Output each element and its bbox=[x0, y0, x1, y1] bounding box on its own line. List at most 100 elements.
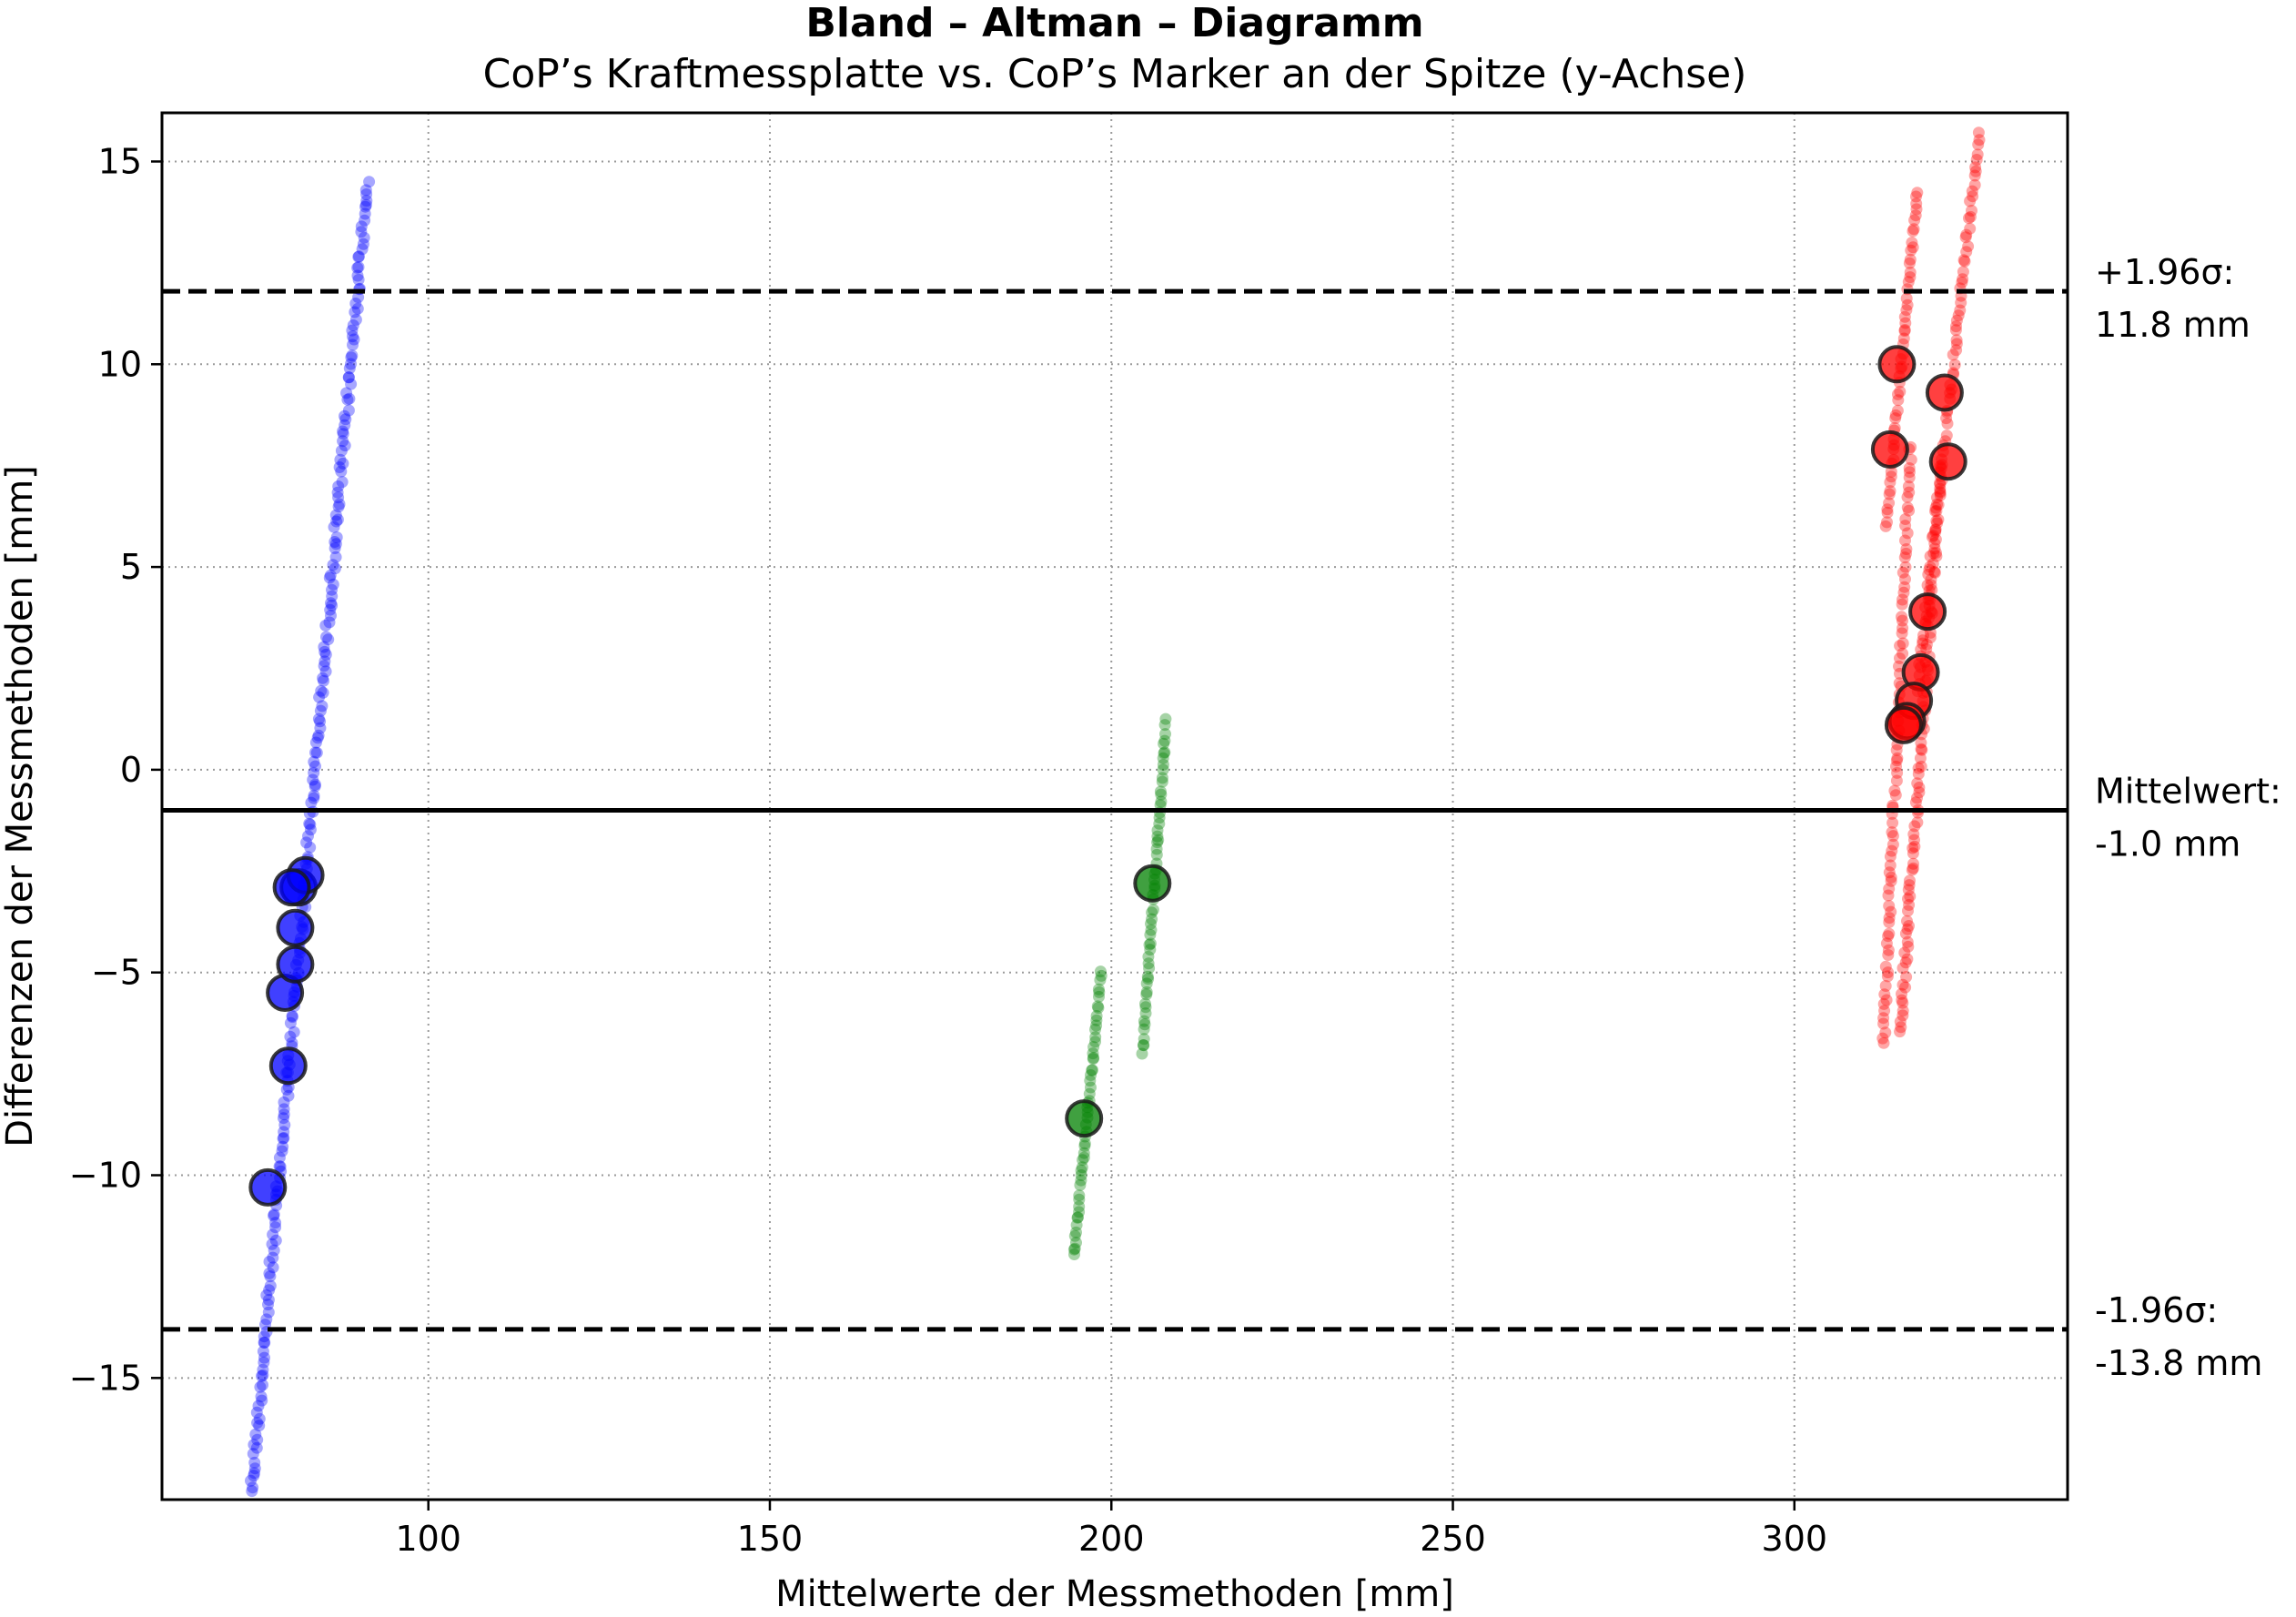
trail-point bbox=[1139, 1001, 1152, 1014]
trail-point bbox=[1144, 928, 1157, 941]
trail-point bbox=[1950, 334, 1963, 347]
trail-point bbox=[325, 597, 337, 610]
trail-point bbox=[1884, 859, 1896, 872]
trail-point bbox=[1094, 965, 1107, 978]
trail-point bbox=[1878, 1005, 1891, 1017]
trail-point bbox=[1911, 816, 1924, 829]
trail-point bbox=[1908, 834, 1920, 846]
trail-point bbox=[339, 409, 350, 422]
trail-point bbox=[1922, 568, 1935, 581]
trail-point bbox=[1927, 557, 1939, 570]
trail-point bbox=[1093, 990, 1105, 1003]
trail-point bbox=[1910, 203, 1923, 216]
trail-point bbox=[1902, 905, 1914, 917]
y-tick-label: 0 bbox=[120, 750, 142, 790]
trail-point bbox=[267, 1251, 279, 1264]
trail-point bbox=[314, 704, 327, 717]
trail-point bbox=[1899, 927, 1912, 940]
trail-point bbox=[1067, 1243, 1080, 1256]
trail-point bbox=[268, 1209, 280, 1222]
trail-point bbox=[341, 393, 354, 406]
trail-point bbox=[1886, 844, 1898, 857]
marker-point bbox=[268, 1046, 308, 1086]
trail-point bbox=[1881, 503, 1894, 516]
trail-point bbox=[1089, 1036, 1101, 1048]
trail-point bbox=[304, 841, 317, 854]
trail-point bbox=[1947, 349, 1959, 361]
trail-point bbox=[1078, 1139, 1091, 1152]
marker-point bbox=[1870, 430, 1909, 469]
trail-point bbox=[1920, 638, 1933, 651]
trail-point bbox=[1901, 298, 1914, 311]
trail-point bbox=[1879, 520, 1892, 532]
trail-point bbox=[1886, 838, 1899, 851]
trail-point bbox=[251, 1433, 264, 1446]
trail-point bbox=[1885, 465, 1897, 478]
trail-point bbox=[347, 339, 359, 351]
trail-point bbox=[345, 351, 358, 364]
trail-point bbox=[1956, 276, 1968, 288]
x-tick-label: 150 bbox=[737, 1519, 804, 1559]
trail-point bbox=[309, 736, 322, 749]
trail-point bbox=[267, 1228, 279, 1241]
trail-point bbox=[1071, 1211, 1084, 1224]
trail-point bbox=[333, 498, 346, 510]
trail-point bbox=[1929, 526, 1942, 538]
trail-point bbox=[1948, 359, 1961, 371]
trail-point bbox=[286, 1036, 298, 1049]
reference-line-value: -13.8 mm bbox=[2095, 1343, 2262, 1383]
trail-point bbox=[1904, 874, 1916, 887]
data-points bbox=[245, 126, 1986, 1498]
trail-point bbox=[1964, 195, 1977, 207]
trail-point bbox=[318, 674, 329, 687]
trail-point bbox=[1137, 1039, 1149, 1051]
trail-point bbox=[1894, 1016, 1907, 1028]
trail-point bbox=[1136, 1047, 1148, 1060]
trail-point bbox=[308, 755, 320, 768]
trail-point bbox=[1896, 566, 1909, 579]
trail-point bbox=[1899, 573, 1911, 585]
trail-point bbox=[1908, 840, 1921, 853]
trail-point bbox=[327, 559, 339, 571]
trail-point bbox=[1093, 985, 1106, 998]
trail-point bbox=[1157, 758, 1169, 771]
trail-point bbox=[1901, 923, 1914, 935]
trail-point bbox=[1087, 1041, 1100, 1054]
trail-point bbox=[1921, 579, 1934, 591]
trail-point bbox=[1925, 573, 1937, 586]
trail-point bbox=[247, 1448, 259, 1460]
trail-point bbox=[263, 1256, 276, 1268]
trail-point bbox=[1968, 169, 1981, 182]
trail-point bbox=[340, 387, 353, 399]
trail-point bbox=[1156, 775, 1168, 788]
trail-point bbox=[1885, 905, 1897, 918]
trail-point bbox=[308, 789, 320, 802]
trail-point bbox=[342, 371, 355, 384]
trail-point bbox=[1089, 1023, 1101, 1036]
trail-point bbox=[337, 435, 349, 448]
plot-frame bbox=[160, 111, 2069, 1501]
trail-point bbox=[1930, 547, 1942, 560]
trail-point bbox=[1952, 309, 1965, 322]
trail-point bbox=[1896, 593, 1908, 606]
trail-point bbox=[1966, 205, 1977, 217]
trail-point bbox=[1934, 478, 1947, 490]
trail-point bbox=[1884, 476, 1896, 489]
trail-point bbox=[286, 1011, 298, 1024]
trail-point bbox=[1150, 848, 1163, 861]
trail-point bbox=[1068, 1229, 1081, 1242]
trail-point bbox=[1908, 214, 1921, 227]
trail-point bbox=[329, 551, 342, 563]
trail-point bbox=[1930, 515, 1943, 527]
trail-point bbox=[1929, 505, 1941, 518]
trail-point bbox=[363, 176, 376, 188]
trail-point bbox=[1907, 857, 1919, 870]
trail-point bbox=[263, 1284, 276, 1297]
trail-point bbox=[352, 273, 365, 286]
trail-point bbox=[319, 655, 331, 668]
x-tick-label: 100 bbox=[395, 1519, 461, 1559]
trail-point bbox=[1145, 917, 1157, 930]
trail-point bbox=[1070, 1218, 1083, 1231]
trail-point bbox=[266, 1238, 278, 1250]
trail-point bbox=[1891, 752, 1904, 764]
